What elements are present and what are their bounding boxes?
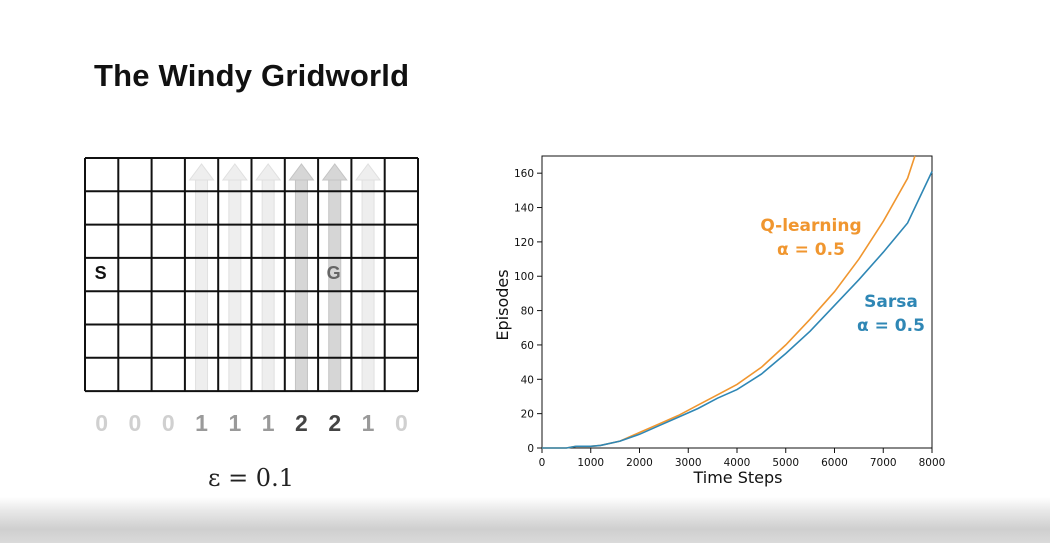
episodes-chart: 0 1000 2000 3000 4000 5000 6000 7000 8000 0 20 40 60… xyxy=(493,155,946,487)
x-tick-label: 1000 xyxy=(577,457,604,469)
q-learning-series-line xyxy=(542,155,916,449)
wind-strength-3: 1 xyxy=(195,410,208,436)
slide-title: The Windy Gridworld xyxy=(94,58,410,93)
sarsa-annotation: Sarsa α = 0.5 xyxy=(857,292,925,336)
wind-strength-9: 0 xyxy=(394,410,408,436)
y-tick-label: 120 xyxy=(514,237,534,249)
epsilon-label: ε = 0.1 xyxy=(208,464,294,492)
gridworld-canvas xyxy=(84,157,419,393)
q-learning-annotation: Q-learning α = 0.5 xyxy=(760,216,861,260)
wind-strength-6: 2 xyxy=(295,410,308,436)
y-tick-label: 100 xyxy=(514,271,534,283)
wind-strength-1: 0 xyxy=(128,410,142,436)
x-tick-label: 8000 xyxy=(919,457,946,469)
y-tick-label: 0 xyxy=(527,443,534,455)
start-cell-label: S xyxy=(94,263,107,283)
x-tick-label: 0 xyxy=(539,457,546,469)
x-tick-label: 7000 xyxy=(870,457,897,469)
wind-strength-4: 1 xyxy=(228,410,242,436)
y-tick-label: 20 xyxy=(521,409,534,421)
wind-strength-7: 2 xyxy=(328,410,342,436)
q-learning-alpha: α = 0.5 xyxy=(777,240,845,260)
sarsa-series-line xyxy=(542,171,933,449)
sarsa-alpha: α = 0.5 xyxy=(857,316,925,336)
y-tick-label: 160 xyxy=(514,168,534,180)
wind-arrow-icon xyxy=(355,163,382,392)
video-bottom-gradient xyxy=(0,497,1050,543)
y-tick-label: 80 xyxy=(521,306,534,318)
y-tick-label: 60 xyxy=(521,340,534,352)
wind-strength-2: 0 xyxy=(161,410,175,436)
x-tick-label: 5000 xyxy=(772,457,799,469)
y-tick-label: 40 xyxy=(521,374,534,386)
goal-cell-label: G xyxy=(326,263,341,283)
wind-strength-5: 1 xyxy=(261,410,275,436)
x-axis-label: Time Steps xyxy=(692,468,782,487)
x-tick-label: 2000 xyxy=(626,457,653,469)
x-tick-label: 4000 xyxy=(724,457,751,469)
x-tick-label: 6000 xyxy=(821,457,848,469)
x-tick-label: 3000 xyxy=(675,457,702,469)
q-learning-label: Q-learning xyxy=(760,216,861,236)
sarsa-label: Sarsa xyxy=(864,292,918,312)
wind-arrow-icon xyxy=(288,163,315,392)
wind-strength-8: 1 xyxy=(361,410,375,436)
windy-gridworld: S G xyxy=(84,157,424,402)
wind-arrow-icon xyxy=(188,163,215,392)
y-tick-label: 140 xyxy=(514,203,534,215)
y-axis-label: Episodes xyxy=(493,269,512,340)
wind-strength-0: 0 xyxy=(95,410,109,436)
